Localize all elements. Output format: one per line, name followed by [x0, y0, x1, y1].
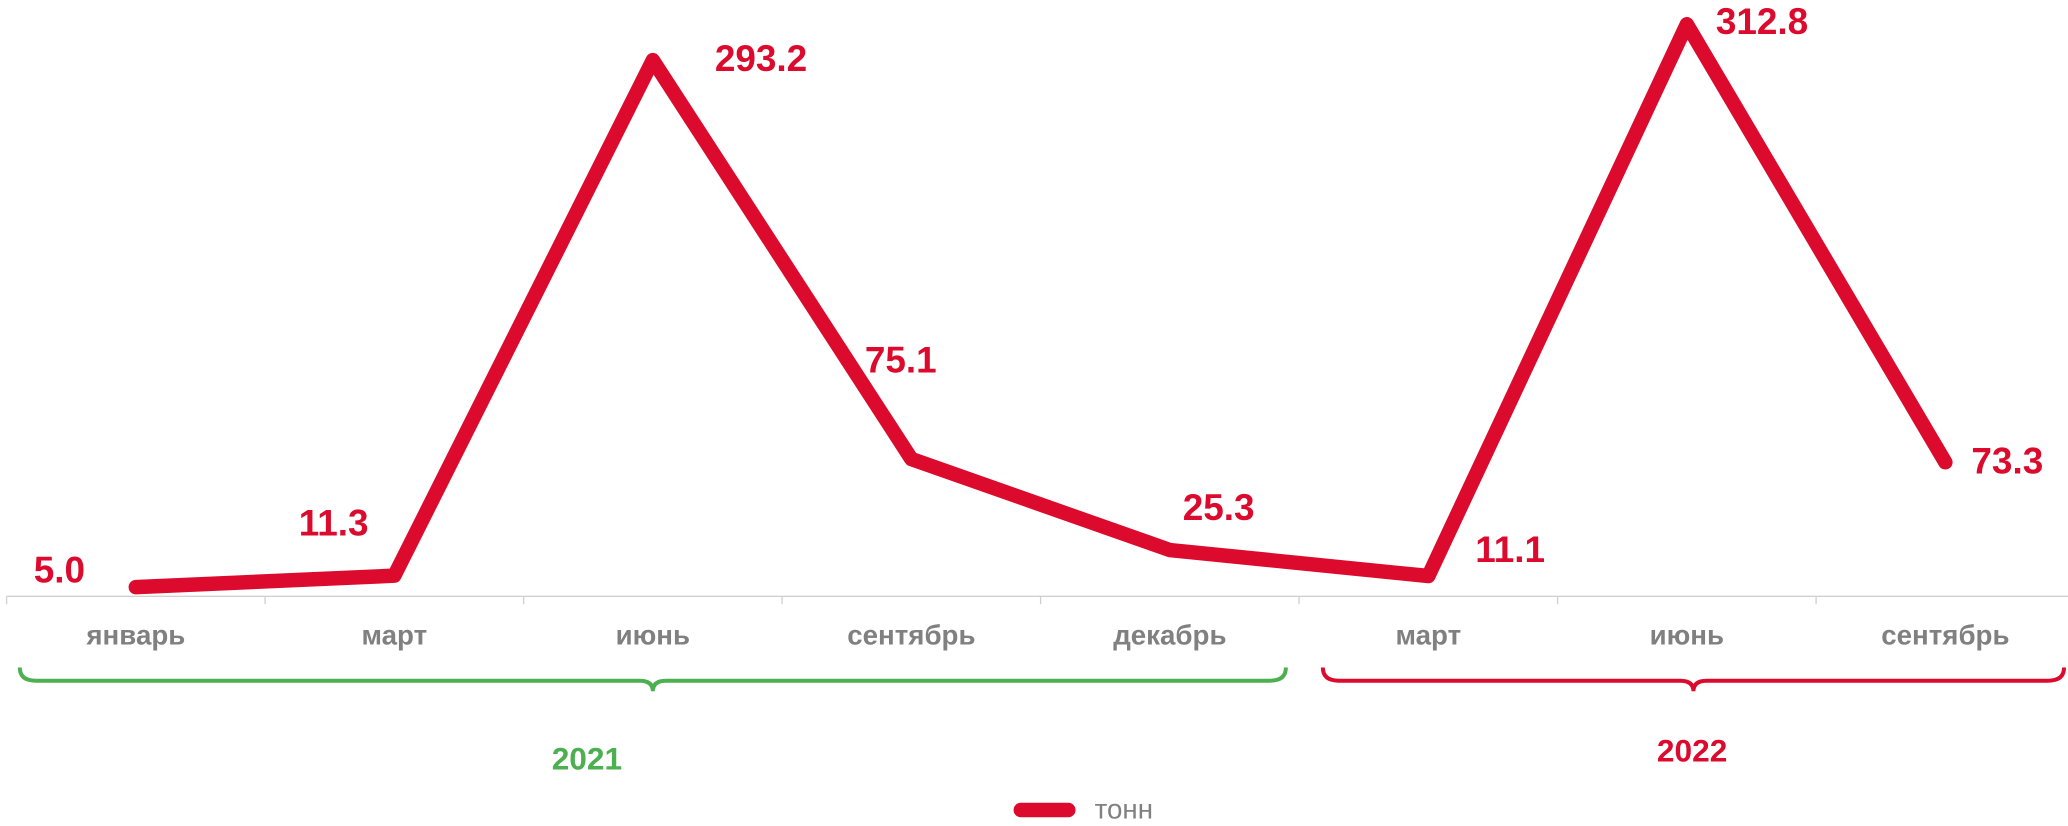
- x-tick-label: декабрь: [1113, 620, 1226, 651]
- x-tick-label: сентябрь: [847, 620, 975, 651]
- x-tick-label: сентябрь: [1881, 620, 2009, 651]
- legend-label: тонн: [1095, 794, 1153, 825]
- data-label: 25.3: [1183, 487, 1255, 528]
- x-tick-label: июнь: [616, 620, 690, 651]
- x-tick-label: март: [1396, 620, 1462, 651]
- x-tick-label: июнь: [1650, 620, 1724, 651]
- data-label: 73.3: [1971, 440, 2043, 481]
- data-label: 293.2: [715, 38, 807, 79]
- x-tick-label: март: [362, 620, 428, 651]
- data-label: 11.1: [1475, 529, 1545, 570]
- data-label: 11.3: [299, 502, 369, 543]
- group-brace: [1320, 667, 2067, 692]
- data-label: 75.1: [865, 339, 937, 380]
- group-label: 2021: [552, 741, 622, 777]
- x-tick-label: январь: [85, 620, 185, 651]
- data-label: 5.0: [34, 549, 85, 590]
- group-brace: [17, 667, 1288, 692]
- group-label: 2022: [1657, 733, 1727, 769]
- data-line: [128, 17, 1953, 595]
- data-label: 312.8: [1716, 1, 1808, 42]
